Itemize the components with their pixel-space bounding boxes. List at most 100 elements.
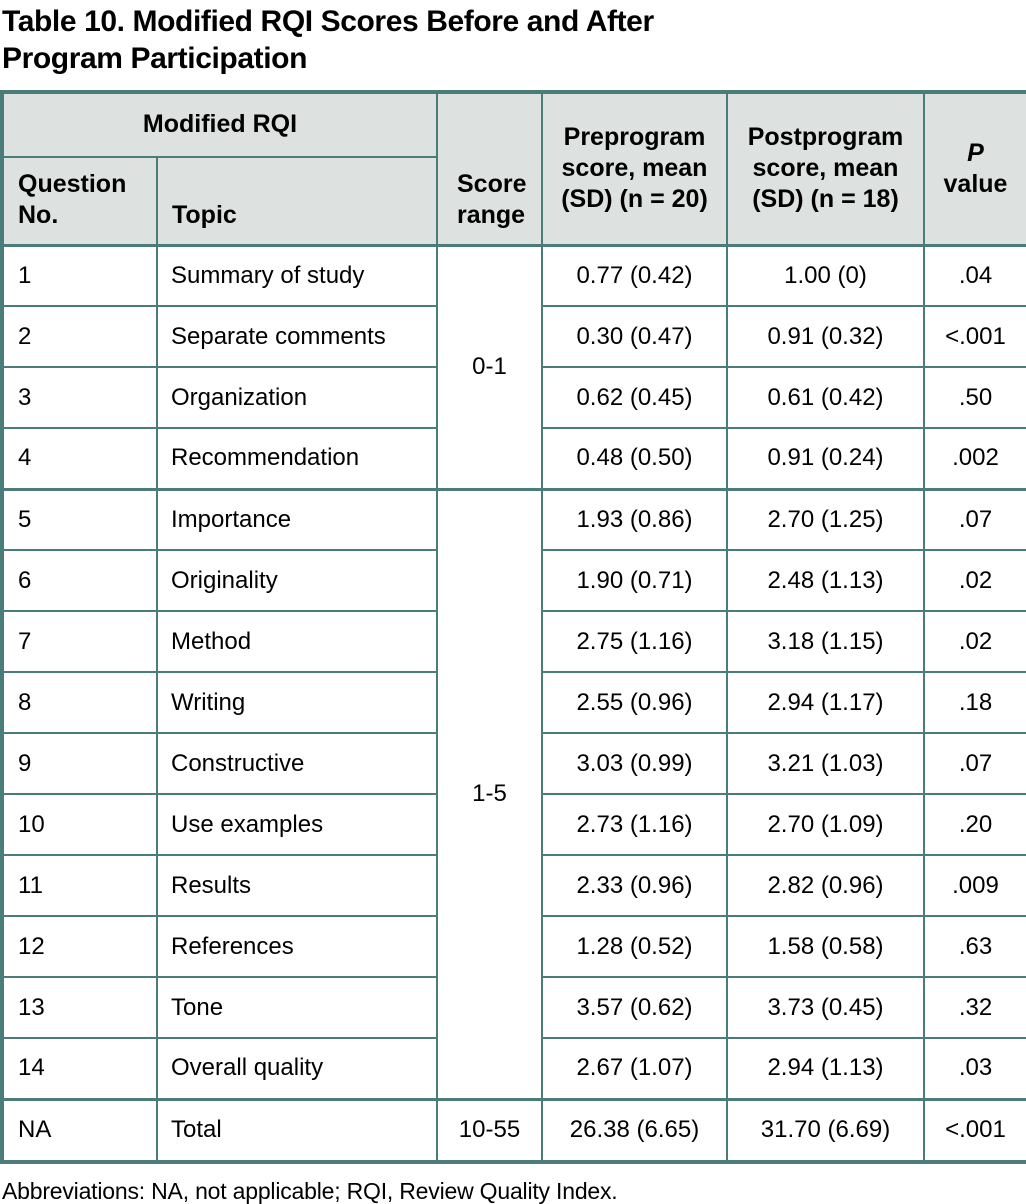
header-score-range: Score range xyxy=(436,91,543,246)
table-row: 14 Overall quality 2.67 (1.07) 2.94 (1.1… xyxy=(1,1037,1026,1100)
question-no-cell: 9 xyxy=(1,732,158,795)
post-score-cell: 2.82 (0.96) xyxy=(726,854,925,917)
p-value-cell: .32 xyxy=(923,976,1026,1039)
rqi-table: Modified RQI Score range Preprogram scor… xyxy=(0,90,1026,1164)
p-value-cell: .18 xyxy=(923,671,1026,734)
table-body: 1 Summary of study 0-1 0.77 (0.42) 1.00 … xyxy=(1,244,1026,1163)
header-postprogram: Postprogram score, mean (SD) (n = 18) xyxy=(726,91,925,246)
pre-score-cell: 0.77 (0.42) xyxy=(541,244,728,307)
post-score-cell: 2.70 (1.09) xyxy=(726,793,925,856)
table-row: 3 Organization 0.62 (0.45) 0.61 (0.42) .… xyxy=(1,366,1026,429)
question-no-cell: 11 xyxy=(1,854,158,917)
table-header: Modified RQI Score range Preprogram scor… xyxy=(1,91,1026,246)
pre-score-cell: 0.62 (0.45) xyxy=(541,366,728,429)
topic-cell: Constructive xyxy=(156,732,438,795)
score-range-cell: 0-1 xyxy=(436,244,543,490)
pre-score-cell: 26.38 (6.65) xyxy=(541,1097,728,1163)
question-no-cell: 1 xyxy=(1,244,158,307)
header-modified-rqi: Modified RQI xyxy=(1,91,438,158)
post-score-cell: 3.73 (0.45) xyxy=(726,976,925,1039)
question-no-cell: 2 xyxy=(1,305,158,368)
total-row: NA Total 10-55 26.38 (6.65) 31.70 (6.69)… xyxy=(1,1097,1026,1163)
table-row: 12 References 1.28 (0.52) 1.58 (0.58) .6… xyxy=(1,915,1026,978)
table-row: 11 Results 2.33 (0.96) 2.82 (0.96) .009 xyxy=(1,854,1026,917)
header-topic: Topic xyxy=(156,156,438,246)
topic-cell: Use examples xyxy=(156,793,438,856)
topic-cell: Overall quality xyxy=(156,1037,438,1100)
topic-cell: Originality xyxy=(156,549,438,612)
table-row: 4 Recommendation 0.48 (0.50) 0.91 (0.24)… xyxy=(1,427,1026,490)
topic-cell: Importance xyxy=(156,487,438,551)
topic-cell: Recommendation xyxy=(156,427,438,490)
pre-score-cell: 1.28 (0.52) xyxy=(541,915,728,978)
question-no-cell: 8 xyxy=(1,671,158,734)
pre-score-cell: 2.33 (0.96) xyxy=(541,854,728,917)
p-value-cell: .03 xyxy=(923,1037,1026,1100)
p-value-word: value xyxy=(943,169,1008,198)
table-row: 9 Constructive 3.03 (0.99) 3.21 (1.03) .… xyxy=(1,732,1026,795)
header-row-sub: Question No. Topic xyxy=(1,156,1026,246)
topic-cell: Writing xyxy=(156,671,438,734)
p-value-italic: P xyxy=(967,138,984,167)
post-score-cell: 0.91 (0.32) xyxy=(726,305,925,368)
post-score-cell: 2.70 (1.25) xyxy=(726,487,925,551)
question-no-cell: 5 xyxy=(1,487,158,551)
header-p-value: P value xyxy=(923,91,1026,246)
post-score-cell: 31.70 (6.69) xyxy=(726,1097,925,1163)
pre-score-cell: 0.48 (0.50) xyxy=(541,427,728,490)
table-row: 5 Importance 1-5 1.93 (0.86) 2.70 (1.25)… xyxy=(1,487,1026,1100)
topic-cell: Total xyxy=(156,1097,438,1163)
question-no-cell: 12 xyxy=(1,915,158,978)
table-row: 10 Use examples 2.73 (1.16) 2.70 (1.09) … xyxy=(1,793,1026,856)
table-title: Table 10. Modified RQI Scores Before and… xyxy=(2,5,654,75)
question-no-cell: NA xyxy=(1,1097,158,1163)
table-row: 13 Tone 3.57 (0.62) 3.73 (0.45) .32 xyxy=(1,976,1026,1039)
p-value-cell: .002 xyxy=(923,427,1026,490)
post-score-cell: 3.21 (1.03) xyxy=(726,732,925,795)
p-value-cell: <.001 xyxy=(923,305,1026,368)
table-row: 7 Method 2.75 (1.16) 3.18 (1.15) .02 xyxy=(1,610,1026,673)
post-score-cell: 2.94 (1.17) xyxy=(726,671,925,734)
pre-score-cell: 2.73 (1.16) xyxy=(541,793,728,856)
question-no-cell: 7 xyxy=(1,610,158,673)
topic-cell: References xyxy=(156,915,438,978)
score-range-cell: 1-5 xyxy=(436,487,543,1100)
pre-score-cell: 2.75 (1.16) xyxy=(541,610,728,673)
header-preprogram: Preprogram score, mean (SD) (n = 20) xyxy=(541,91,728,246)
p-value-cell: .04 xyxy=(923,244,1026,307)
topic-cell: Method xyxy=(156,610,438,673)
pre-score-cell: 3.57 (0.62) xyxy=(541,976,728,1039)
p-value-cell: .009 xyxy=(923,854,1026,917)
table-row: 6 Originality 1.90 (0.71) 2.48 (1.13) .0… xyxy=(1,549,1026,612)
post-score-cell: 1.58 (0.58) xyxy=(726,915,925,978)
question-no-cell: 14 xyxy=(1,1037,158,1100)
p-value-cell: .02 xyxy=(923,549,1026,612)
topic-cell: Organization xyxy=(156,366,438,429)
pre-score-cell: 3.03 (0.99) xyxy=(541,732,728,795)
topic-cell: Results xyxy=(156,854,438,917)
topic-cell: Tone xyxy=(156,976,438,1039)
p-value-cell: <.001 xyxy=(923,1097,1026,1163)
table-row: 8 Writing 2.55 (0.96) 2.94 (1.17) .18 xyxy=(1,671,1026,734)
p-value-cell: .07 xyxy=(923,732,1026,795)
p-value-cell: .20 xyxy=(923,793,1026,856)
table-row: 1 Summary of study 0-1 0.77 (0.42) 1.00 … xyxy=(1,244,1026,490)
post-score-cell: 2.94 (1.13) xyxy=(726,1037,925,1100)
score-range-cell: 10-55 xyxy=(436,1097,543,1163)
header-row-group: Modified RQI Score range Preprogram scor… xyxy=(1,91,1026,246)
p-value-cell: .02 xyxy=(923,610,1026,673)
question-no-cell: 4 xyxy=(1,427,158,490)
question-no-cell: 10 xyxy=(1,793,158,856)
question-no-cell: 3 xyxy=(1,366,158,429)
p-value-cell: .63 xyxy=(923,915,1026,978)
abbreviations-footnote: Abbreviations: NA, not applicable; RQI, … xyxy=(2,1178,618,1204)
pre-score-cell: 2.55 (0.96) xyxy=(541,671,728,734)
table-row: 2 Separate comments 0.30 (0.47) 0.91 (0.… xyxy=(1,305,1026,368)
pre-score-cell: 2.67 (1.07) xyxy=(541,1037,728,1100)
post-score-cell: 2.48 (1.13) xyxy=(726,549,925,612)
question-no-cell: 13 xyxy=(1,976,158,1039)
post-score-cell: 3.18 (1.15) xyxy=(726,610,925,673)
p-value-cell: .07 xyxy=(923,487,1026,551)
question-no-cell: 6 xyxy=(1,549,158,612)
